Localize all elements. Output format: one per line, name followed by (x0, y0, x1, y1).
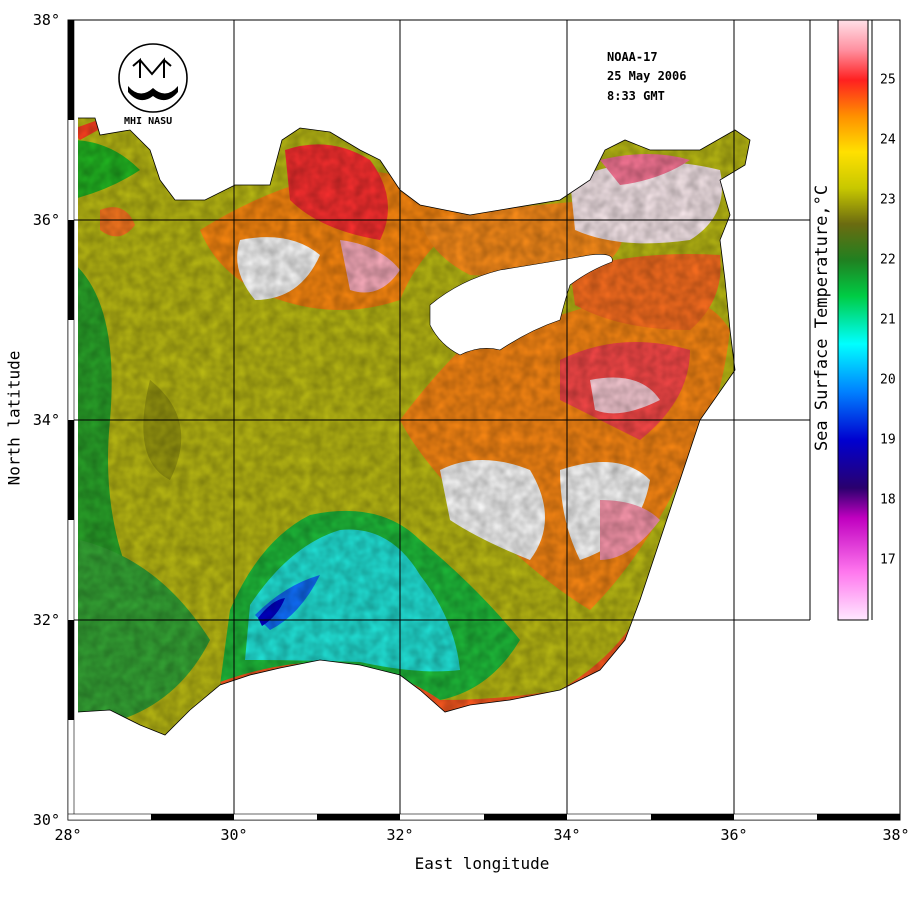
colorbar-tick: 25 (880, 72, 896, 88)
colorbar-tick: 24 (880, 132, 896, 148)
x-tick-label: 30° (220, 826, 248, 844)
bottom-scale-bar (67, 813, 901, 821)
y-tick-label: 36° (32, 211, 60, 229)
x-tick-label: 28° (54, 826, 82, 844)
colorbar-tick: 18 (880, 492, 896, 508)
colorbar-tick: 20 (880, 372, 896, 388)
coastline (77, 117, 751, 736)
time-label: 8:33 GMT (607, 89, 665, 103)
y-axis-title: North latitude (4, 350, 24, 486)
x-tick-label: 36° (720, 826, 748, 844)
colorbar-tick: 21 (880, 312, 896, 328)
x-tick-label: 32° (386, 826, 414, 844)
y-tick-label: 38° (32, 11, 60, 29)
mhi-nasu-logo (118, 43, 188, 113)
y-tick-label: 32° (32, 611, 60, 629)
colorbar-tick: 17 (880, 552, 896, 568)
satellite-label: NOAA-17 (607, 50, 658, 64)
colorbar (809, 19, 873, 621)
colorbar-tick: 19 (880, 432, 896, 448)
left-scale-bar (67, 19, 75, 821)
date-label: 25 May 2006 (607, 69, 687, 83)
logo-label: MHI NASU (124, 116, 173, 127)
colorbar-tick: 23 (880, 192, 896, 208)
colorbar-gradient (837, 19, 869, 621)
colorbar-tick: 22 (880, 252, 896, 268)
x-tick-label: 38° (882, 826, 910, 844)
colorbar-title: Sea Surface Temperature,°C (812, 184, 832, 452)
x-tick-label: 34° (553, 826, 581, 844)
grid-lines (68, 20, 810, 820)
y-tick-label: 34° (32, 411, 60, 429)
x-axis-title: East longitude (414, 854, 550, 873)
y-tick-label: 30° (32, 811, 60, 829)
